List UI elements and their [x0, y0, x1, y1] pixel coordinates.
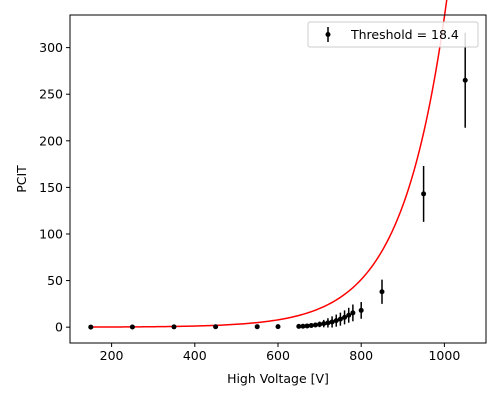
legend-box: [307, 21, 479, 48]
data-point: [329, 319, 335, 325]
fit-layer: [90, 0, 448, 328]
y-tick-label: 200: [39, 133, 63, 148]
data-layer: [88, 32, 468, 330]
x-tick-label: 600: [266, 348, 290, 363]
data-point: [312, 322, 318, 328]
data-point: [317, 321, 323, 327]
data-point: [304, 323, 310, 329]
data-point: [213, 324, 219, 330]
data-point: [462, 77, 468, 83]
y-tick-label: 250: [39, 87, 63, 102]
data-point: [346, 312, 352, 318]
x-tick-label: 800: [349, 348, 373, 363]
data-point: [129, 324, 135, 330]
data-point: [308, 322, 314, 328]
legend-marker: [325, 32, 331, 37]
data-point: [421, 191, 427, 197]
plot-area: [70, 15, 486, 343]
data-point: [254, 324, 260, 330]
data-point: [342, 314, 348, 320]
legend-label: Threshold = 18.4: [350, 27, 459, 42]
y-tick-label: 150: [39, 180, 63, 195]
data-point: [358, 307, 364, 313]
data-point: [333, 318, 339, 324]
data-point: [337, 316, 343, 322]
data-point: [171, 324, 177, 330]
y-tick-label: 0: [55, 320, 63, 335]
y-axis-label: PCIT: [14, 165, 29, 193]
y-axis-ticks: 0 50 100 150 200 250 300: [39, 40, 70, 335]
x-tick-label: 1000: [428, 348, 460, 363]
data-point: [88, 324, 94, 330]
y-tick-label: 100: [39, 226, 63, 241]
y-tick-label: 50: [47, 273, 63, 288]
x-axis-label: High Voltage [V]: [227, 371, 329, 386]
data-point: [300, 323, 306, 329]
x-tick-label: 400: [183, 348, 207, 363]
data-point: [350, 310, 356, 316]
legend: Threshold = 18.4: [307, 21, 479, 48]
fit-curve: [90, 0, 448, 328]
y-tick-label: 300: [39, 40, 63, 55]
data-point: [275, 324, 281, 330]
data-point: [296, 323, 302, 329]
x-axis-ticks: 200 400 600 800 1000: [100, 343, 460, 363]
data-point: [325, 320, 331, 326]
data-point: [321, 321, 327, 327]
x-tick-label: 200: [100, 348, 124, 363]
data-point: [379, 289, 385, 295]
